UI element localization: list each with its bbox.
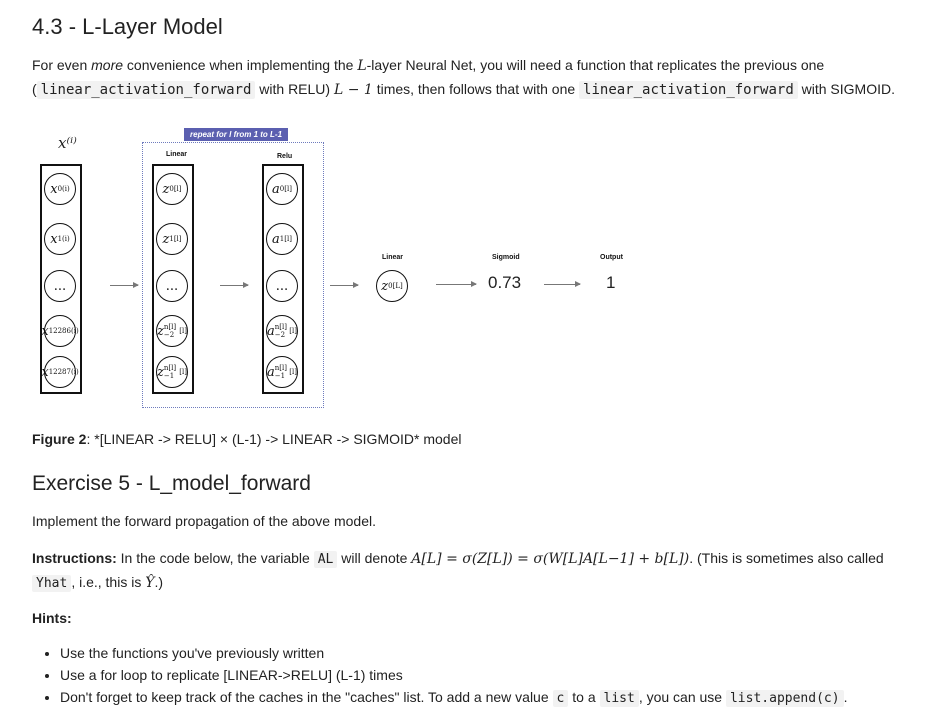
- inline-code: list.append(c): [725, 690, 844, 707]
- final-z-node: z 0 [L]: [376, 270, 408, 302]
- input-node-ellipsis: ...: [44, 270, 76, 302]
- list-item: Don't forget to keep track of the caches…: [60, 686, 847, 710]
- z-node-ellipsis: ...: [156, 270, 188, 302]
- intro-text: (: [32, 81, 37, 97]
- list-item: Use the functions you've previously writ…: [60, 642, 847, 664]
- hints-list: Use the functions you've previously writ…: [32, 642, 847, 710]
- instructions-text: .): [154, 574, 164, 590]
- arrow-linear-to-sigmoid: [436, 281, 477, 287]
- instructions-line-1: Instructions: In the code below, the var…: [32, 547, 884, 571]
- arrow-relu-to-final-linear: [330, 282, 359, 288]
- intro-text: with SIGMOID.: [797, 81, 895, 97]
- list-item: Use a for loop to replicate [LINEAR->REL…: [60, 664, 847, 686]
- instructions-label: Instructions:: [32, 550, 117, 566]
- relu-label: Relu: [277, 153, 293, 160]
- intro-emphasis: more: [91, 57, 124, 73]
- instructions-text: . (This is sometimes also called: [689, 550, 884, 566]
- a-node-n-2: a n[l]−2 [l]: [266, 315, 298, 347]
- sigmoid-label: Sigmoid: [492, 254, 520, 261]
- hints-label: Hints:: [32, 610, 72, 626]
- inline-code: Yhat: [32, 575, 72, 592]
- instructions-line-2: Yhat, i.e., this is Ŷ.): [32, 571, 163, 595]
- inline-code: linear_activation_forward: [579, 81, 798, 99]
- inline-code: AL: [313, 551, 338, 568]
- a-node-ellipsis: ...: [266, 270, 298, 302]
- section-title: 4.3 - L-Layer Model: [32, 14, 223, 39]
- output-label: Output: [600, 254, 623, 261]
- sigmoid-value: 0.73: [488, 273, 522, 292]
- intro-text: convenience when implementing the: [123, 57, 358, 73]
- arrow-linear-to-relu: [220, 282, 249, 288]
- final-linear-label: Linear: [382, 254, 404, 261]
- caption-text: : *[LINEAR -> RELU] × (L-1) -> LINEAR ->…: [86, 431, 462, 447]
- linear-label: Linear: [166, 151, 188, 158]
- output-value: 1: [606, 273, 616, 292]
- input-node-12287: x 12287 (i): [41, 356, 79, 388]
- inline-code: linear_activation_forward: [36, 81, 256, 99]
- formula-AL: A[L] = σ(Z[L]) = σ(W[L]A[L−1] + b[L]): [411, 551, 690, 567]
- intro-text: with RELU): [255, 81, 334, 97]
- z-node-n-2: z n[l]−2 [l]: [156, 315, 188, 347]
- a-node-0: a 0 [l]: [266, 173, 298, 205]
- a-node-1: a 1 [l]: [266, 223, 298, 255]
- arrow-input-to-linear: [110, 282, 139, 288]
- repeat-banner: repeat for l from 1 to L-1: [184, 128, 289, 141]
- l-layer-model-figure: x⁽ⁱ⁾ repeat for l from 1 to L-1 Linear R…: [32, 120, 652, 420]
- math-yhat: Ŷ: [145, 575, 155, 591]
- intro-line-2: (linear_activation_forward with RELU) L …: [32, 78, 895, 102]
- input-node-0: x 0 (i): [44, 173, 76, 205]
- exercise-text: Implement the forward propagation of the…: [32, 513, 376, 529]
- z-node-1: z 1 [l]: [156, 223, 188, 255]
- intro-line-1: For even more convenience when implement…: [32, 54, 824, 78]
- z-node-n-1: z n[l]−1 [l]: [156, 356, 188, 388]
- instructions-text: In the code below, the variable: [116, 550, 314, 566]
- instructions-text: will denote: [337, 550, 412, 566]
- input-label: x⁽ⁱ⁾: [58, 134, 77, 152]
- a-node-n-1: a n[l]−1 [l]: [266, 356, 298, 388]
- arrow-sigmoid-to-output: [544, 281, 581, 287]
- z-node-0: z 0 [l]: [156, 173, 188, 205]
- inline-code: c: [552, 690, 569, 707]
- intro-text: For even: [32, 57, 92, 73]
- input-node-1: x 1 (i): [44, 223, 76, 255]
- repeat-region: [142, 142, 324, 408]
- intro-text: times, then follows that with one: [372, 81, 580, 97]
- math-L: L: [357, 58, 367, 74]
- math-L-minus-1: L − 1: [333, 82, 373, 98]
- figure-caption: Figure 2: *[LINEAR -> RELU] × (L-1) -> L…: [32, 428, 461, 451]
- caption-label: Figure 2: [32, 431, 87, 447]
- intro-text: -layer Neural Net, you will need a funct…: [366, 57, 825, 73]
- input-node-12286: x 12286 (i): [41, 315, 79, 347]
- instructions-text: , i.e., this is: [71, 574, 146, 590]
- exercise-title: Exercise 5 - L_model_forward: [32, 472, 311, 495]
- inline-code: list: [599, 690, 639, 707]
